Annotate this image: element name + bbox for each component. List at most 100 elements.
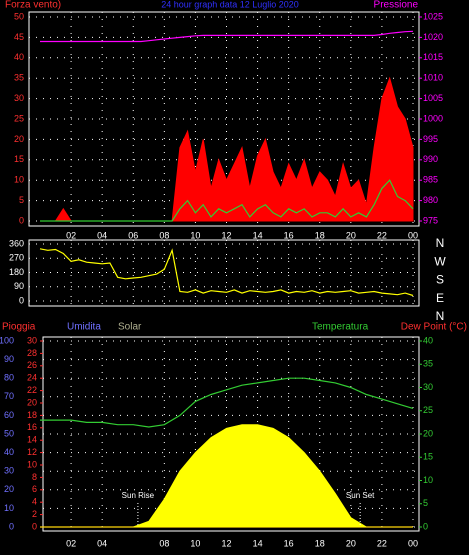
x-tick-label: 02 [66,230,76,240]
y3-tick-label: 20 [27,397,37,407]
y-tick-label: 360 [9,238,24,248]
y-tick-label: 90 [14,281,24,291]
y2-tick-label: 0 [423,521,428,531]
x-tick-label: 04 [97,230,107,240]
y-tick-label: 10 [14,175,24,185]
compass-label: N [436,309,445,323]
y2-tick-label: 25 [423,405,433,415]
y-tick-label: 0 [9,521,14,531]
y-tick-label: 90 [4,354,14,364]
y-axis-title: Forza vento) [5,0,61,11]
y-tick-label: 20 [14,134,24,144]
line [40,179,414,222]
y2-tick-label: 5 [423,498,428,508]
x-tick-label: 08 [159,538,169,548]
y3-tick-label: 14 [27,435,37,445]
x-tick-label: 04 [97,538,107,548]
y2-tick-label: 30 [423,382,433,392]
x-tick-label: 14 [253,538,263,548]
y-tick-label: 40 [4,447,14,457]
y2-tick-label: 980 [423,195,438,205]
line [40,377,414,428]
x-tick-label: 18 [315,538,325,548]
x-tick-label: 16 [284,230,294,240]
x-tick-label: 02 [66,538,76,548]
y2-tick-label: 995 [423,134,438,144]
y2-tick-label: 20 [423,428,433,438]
y-tick-label: 270 [9,253,24,263]
y-tick-label: 15 [14,154,24,164]
legend-label: Solar [118,322,142,333]
y3-tick-label: 18 [27,410,37,420]
y-tick-label: 50 [4,428,14,438]
y-tick-label: 80 [4,373,14,383]
y-tick-label: 70 [4,391,14,401]
y2-tick-label: 1025 [423,11,443,21]
y-tick-label: 0 [19,295,24,305]
y2-tick-label: 40 [423,335,433,345]
x-tick-label: 08 [159,230,169,240]
y-tick-label: 35 [14,73,24,83]
compass-label: E [436,291,444,305]
y-tick-label: 25 [14,113,24,123]
y3-tick-label: 12 [27,447,37,457]
y-tick-label: 45 [14,32,24,42]
y3-tick-label: 16 [27,422,37,432]
y-tick-label: 50 [14,11,24,21]
y-tick-label: 30 [14,93,24,103]
y-tick-label: 60 [4,410,14,420]
y-tick-label: 0 [19,215,24,225]
y3-tick-label: 22 [27,385,37,395]
y-tick-label: 20 [4,484,14,494]
y2-tick-label: 1000 [423,113,443,123]
compass-label: N [436,236,445,250]
line [40,30,414,43]
annotation: Sun Set [346,491,375,500]
y2-tick-label: 15 [423,452,433,462]
y3-tick-label: 26 [27,360,37,370]
x-tick-label: 00 [408,230,418,240]
y2-tick-label: 1015 [423,52,443,62]
legend-label: Pioggia [2,322,36,333]
y-axis-title: Umidita [67,322,101,333]
y2-tick-label: 985 [423,175,438,185]
y3-tick-label: 30 [27,335,37,345]
y-tick-label: 100 [0,335,14,345]
y2-tick-label: 990 [423,154,438,164]
line [39,248,414,297]
y2-tick-label: 1010 [423,73,443,83]
x-tick-label: 22 [377,230,387,240]
compass-label: W [434,254,446,268]
x-tick-label: 20 [346,230,356,240]
x-tick-label: 22 [377,538,387,548]
x-tick-label: 14 [253,230,263,240]
x-tick-label: 12 [221,230,231,240]
x-tick-label: 16 [284,538,294,548]
y3-tick-label: 10 [27,459,37,469]
y-tick-label: 5 [19,195,24,205]
compass-label: S [436,273,444,287]
y2-tick-label: 975 [423,215,438,225]
x-tick-label: 10 [190,538,200,548]
x-tick-label: 18 [315,230,325,240]
y3-tick-label: 8 [32,472,37,482]
y-tick-label: 30 [4,466,14,476]
y3-tick-label: 28 [27,348,37,358]
y3-tick-label: 0 [32,521,37,531]
chart-title: 24 hour graph data 12 Luglio 2020 [161,0,299,9]
y-tick-label: 40 [14,52,24,62]
legend-label: Temperatura [312,322,369,333]
x-tick-label: 10 [190,230,200,240]
y2-axis-title: Dew Point (°C) [401,322,467,333]
x-tick-label: 06 [128,230,138,240]
y3-tick-label: 24 [27,373,37,383]
y-tick-label: 10 [4,503,14,513]
y-tick-label: 180 [9,267,24,277]
x-tick-label: 20 [346,538,356,548]
y2-tick-label: 10 [423,475,433,485]
y2-tick-label: 35 [423,359,433,369]
y3-tick-label: 6 [32,484,37,494]
area [40,424,413,528]
